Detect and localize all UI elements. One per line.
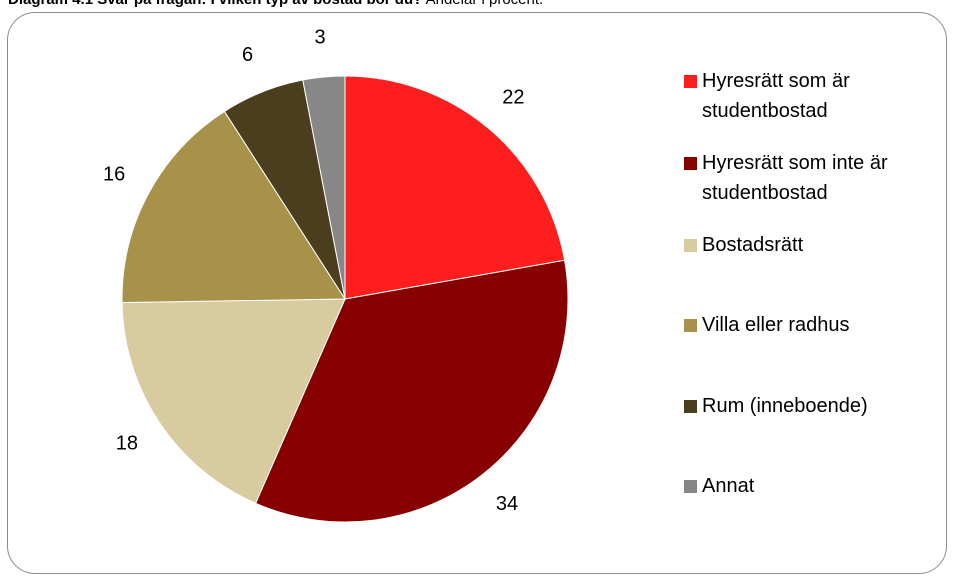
caption-subtitle: Andelar i procent.	[422, 0, 544, 8]
legend-label: Annat	[702, 475, 755, 497]
legend-label: Villa eller radhus	[702, 314, 850, 336]
pie-slice-hyresratt-som-ar-studentbostad	[344, 75, 566, 300]
caption-title: Diagram 4.1 Svar på frågan: I vilken typ…	[8, 0, 422, 8]
legend-item-rum-inneboende: Rum (inneboende)	[684, 395, 947, 421]
legend-item-hyresratt-som-ar-studentbostad: Hyresrätt som är studentbostad	[684, 70, 947, 126]
legend-label: Hyresrätt som inte är studentbostad	[702, 152, 888, 204]
legend-label: Rum (inneboende)	[702, 395, 868, 417]
chart-caption: Diagram 4.1 Svar på frågan: I vilken typ…	[8, 0, 948, 8]
legend-swatch	[684, 157, 697, 170]
data-label-bostadsratt: 18	[116, 432, 138, 454]
legend-label: Bostadsrätt	[702, 234, 804, 256]
pie-slice-villa-eller-radhus	[121, 110, 346, 304]
legend-swatch	[684, 75, 697, 88]
data-label-annat: 3	[315, 26, 326, 48]
pie-slice-annat	[302, 75, 346, 300]
data-label-hyresratt-som-ar-studentbostad: 22	[502, 87, 524, 109]
data-label-villa-eller-radhus: 16	[103, 164, 125, 186]
legend-label: Hyresrätt som är studentbostad	[702, 70, 850, 122]
data-label-hyresratt-som-inte-ar-studentbostad: 34	[496, 493, 518, 515]
legend-item-bostadsratt: Bostadsrätt	[684, 234, 947, 260]
legend-item-hyresratt-som-inte-ar-studentbostad: Hyresrätt som inte är studentbostad	[684, 152, 947, 208]
legend-swatch	[684, 400, 697, 413]
legend-item-villa-eller-radhus: Villa eller radhus	[684, 314, 947, 340]
data-label-rum-inneboende: 6	[242, 44, 253, 66]
legend-swatch	[684, 319, 697, 332]
legend-item-annat: Annat	[684, 475, 947, 501]
legend-swatch	[684, 480, 697, 493]
legend-swatch	[684, 239, 697, 252]
pie-slice-bostadsratt	[121, 298, 346, 504]
